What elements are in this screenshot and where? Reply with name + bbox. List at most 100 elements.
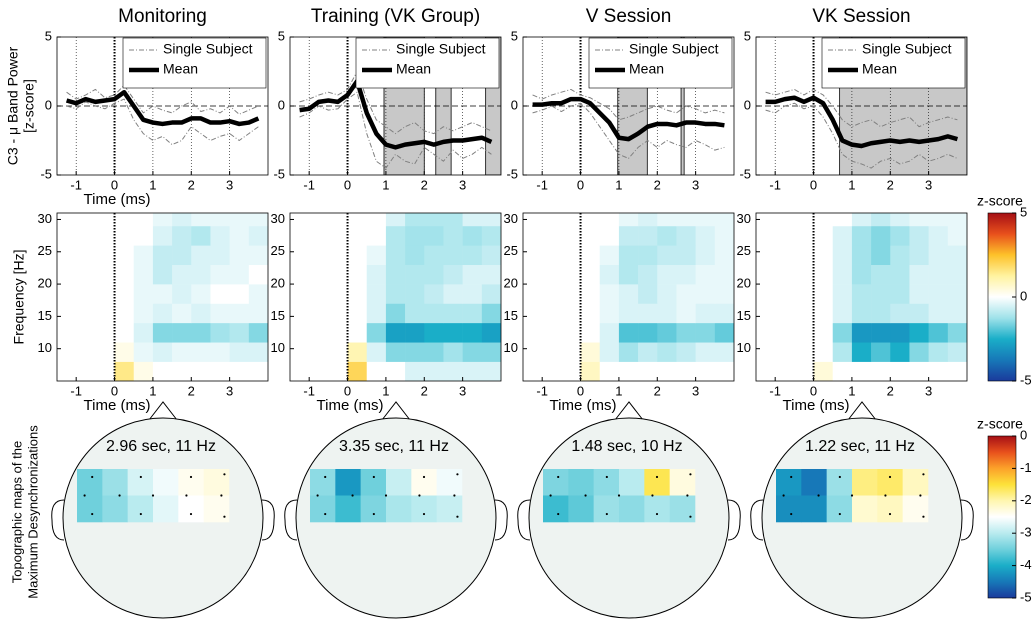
heatmap-cell [928, 303, 949, 324]
heatmap-cell [248, 303, 268, 324]
heatmap-cell [210, 213, 230, 227]
topo-cell [386, 469, 412, 496]
topo-cell [619, 469, 645, 496]
topo-cell [153, 469, 179, 496]
legend-label: Single Subject [629, 41, 719, 57]
heatmap-cell [813, 213, 834, 227]
heatmap-cell [657, 245, 677, 265]
heatmap-cell [851, 303, 872, 324]
heatmap-cell [172, 322, 192, 343]
heatmap-cell [851, 342, 872, 362]
heatmap-cell [328, 361, 348, 381]
subject-line [299, 71, 492, 135]
heatmap-cell [714, 361, 734, 381]
heatmap-cell [794, 225, 814, 246]
topo-cell [826, 495, 853, 523]
heatmap-cell [871, 225, 891, 246]
heatmap-cell [714, 245, 734, 265]
heatmap-cell [813, 284, 834, 304]
y-tick-label: 5 [511, 28, 518, 43]
y-tick-label: 25 [271, 243, 285, 258]
colorbar-label: z-score [977, 416, 1023, 432]
heatmap-cell [95, 303, 115, 324]
heatmap-cell [909, 322, 929, 343]
heatmap-cell [405, 213, 425, 227]
y-tick-label: 30 [271, 211, 285, 226]
electrode [453, 494, 456, 497]
heatmap-cell [133, 361, 154, 381]
heatmap-cell [347, 264, 368, 285]
heatmap-cell [928, 284, 949, 304]
electrode [456, 515, 459, 518]
panel-title: Monitoring [118, 6, 207, 27]
electrode [888, 475, 892, 479]
heatmap-cell [832, 342, 853, 362]
x-tick-label: 1 [382, 177, 389, 192]
heatmap-cell [756, 264, 776, 285]
heatmap-cell [832, 225, 853, 246]
electrode [422, 512, 426, 516]
heatmap-cell [542, 245, 562, 265]
heatmap-cell [909, 225, 929, 246]
topo-cell [360, 469, 387, 496]
head-ear [960, 499, 974, 541]
heatmap-cell [909, 245, 929, 265]
mean-line [765, 95, 959, 149]
heatmap-cell [424, 322, 444, 343]
heatmap-cell [309, 264, 329, 285]
heatmap-layer [756, 213, 967, 381]
heatmap-cell [405, 264, 425, 285]
electrode [605, 475, 608, 479]
heatmap-cell [385, 245, 406, 265]
electrode [838, 512, 841, 516]
heatmap-cell [775, 303, 795, 324]
colorbar-tick-label: -4 [1020, 557, 1032, 572]
heatmap-cell [57, 245, 77, 265]
y-tick-label: 15 [504, 308, 518, 323]
heatmap-cell [133, 303, 154, 324]
heatmap-cell [542, 284, 562, 304]
heatmap-cell [599, 213, 620, 227]
heatmap-cell [794, 303, 814, 324]
electrode [884, 494, 887, 497]
heatmap-cell [794, 213, 814, 227]
head-ear [51, 499, 65, 541]
heatmap-cell [618, 213, 639, 227]
heatmap-cell [172, 342, 192, 362]
heatmap-cell [290, 342, 310, 362]
x-tick-label: -1 [536, 383, 548, 398]
electrode [151, 494, 155, 497]
topo-cell [436, 495, 463, 523]
heatmap-cell [928, 322, 949, 343]
heatmap-cell [580, 322, 601, 343]
heatmap-cell [523, 213, 543, 227]
heatmap-cell [542, 303, 562, 324]
heatmap-cell [618, 342, 639, 362]
electrode [689, 473, 692, 476]
heatmap-cell [638, 322, 658, 343]
heatmap-cell [405, 322, 425, 343]
heatmap-cell [57, 264, 77, 285]
x-tick-label: -1 [303, 383, 315, 398]
heatmap-cell [424, 213, 444, 227]
heatmap-cell [775, 264, 795, 285]
y-tick-label: -5 [273, 166, 285, 181]
electrode [584, 494, 587, 497]
heatmap-cell [405, 245, 425, 265]
heatmap-cell [775, 213, 795, 227]
topo-cell [877, 469, 903, 496]
heatmap-cell [210, 342, 230, 362]
topo-cell [776, 495, 802, 523]
heatmap-cell [890, 284, 910, 304]
heatmap-cell [210, 225, 230, 246]
topo-label: 1.22 sec, 11 Hz [805, 438, 915, 455]
y-tick-label: 15 [38, 308, 52, 323]
heatmap-cell [229, 264, 250, 285]
heatmap-cell [229, 322, 250, 343]
legend-label: Single Subject [163, 41, 253, 57]
heatmap-cell [366, 264, 387, 285]
heatmap-cell [76, 225, 96, 246]
electrode [189, 475, 193, 479]
electrode [223, 473, 226, 476]
x-tick-label: 0 [111, 383, 118, 398]
